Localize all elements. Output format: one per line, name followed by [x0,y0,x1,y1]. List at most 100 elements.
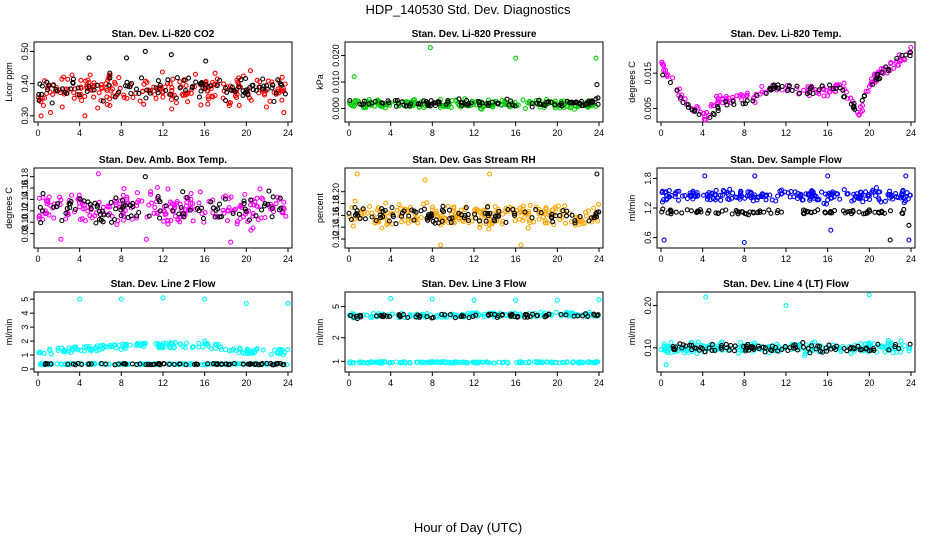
data-point [563,312,569,318]
data-point [465,212,471,218]
data-point [798,193,804,199]
data-point [668,350,674,356]
plot-frame [656,167,916,249]
x-tick-label: 8 [742,254,747,264]
data-point [719,342,725,349]
x-tick-label: 16 [200,378,210,388]
data-point [346,210,352,216]
data-point-outlier [906,222,912,228]
data-point [271,98,277,105]
data-point [278,360,284,367]
x-tick-label: 20 [864,254,874,264]
data-point [586,218,592,224]
data-point [373,218,379,224]
data-point [562,203,568,209]
data-point [674,188,680,195]
data-point [180,92,186,99]
data-point [364,312,370,318]
x-tick-label: 12 [781,254,791,264]
data-point [533,207,539,213]
data-point [891,65,897,71]
x-tick-label: 4 [700,378,705,388]
y-axis-label: kPa [315,74,325,90]
data-point [516,216,523,222]
data-point [529,104,535,110]
data-point [723,341,729,347]
data-point [268,351,274,358]
x-tick-label: 12 [781,128,791,138]
data-point [196,200,202,206]
data-point [904,190,910,196]
data-point [183,362,189,368]
data-point [165,218,171,224]
data-point [234,218,241,225]
data-point [98,343,104,349]
data-point [352,204,358,211]
x-tick-label: 12 [469,378,479,388]
data-point [192,84,198,90]
data-point [171,361,177,368]
data-point [163,203,169,209]
data-point [694,104,700,110]
data-point [522,314,528,320]
data-point-outlier [95,171,101,177]
data-point [830,189,836,195]
data-point [191,361,198,368]
data-point [476,99,482,105]
data-point [199,80,205,86]
data-point [270,82,276,88]
data-point [155,90,161,96]
data-point [230,346,237,352]
data-point [419,359,425,366]
data-point [799,197,805,203]
y-tick-label: 2 [20,339,30,344]
data-point [484,359,490,365]
data-point [473,312,479,318]
data-point [594,313,600,319]
data-point [531,359,537,365]
y-axis-label: degrees C [4,187,14,229]
data-point-outlier [285,300,291,306]
data-point [665,72,671,78]
data-point [75,360,81,366]
data-point [396,103,402,109]
data-point [793,86,799,92]
data-point [134,200,140,206]
data-point [660,206,666,212]
data-point [711,111,717,118]
data-point [91,94,97,100]
data-point [113,195,119,201]
data-point [430,315,436,321]
data-point [485,213,491,219]
y-tick-label: 1.2 [643,202,653,215]
data-point-outlier [518,242,524,248]
data-point [575,313,581,319]
data-point [116,89,122,95]
data-point [119,197,125,203]
data-point [138,342,144,348]
data-point-outlier [594,82,600,88]
data-point [451,205,457,211]
data-point [39,83,45,89]
data-point [282,349,288,355]
data-point [147,90,153,96]
data-point [113,206,119,212]
data-point [659,59,665,65]
data-point [684,196,690,202]
data-point [517,359,523,365]
data-point [170,208,176,214]
data-point [122,342,128,348]
data-point-outlier [594,171,600,177]
data-point [856,111,862,118]
data-point [212,214,218,220]
data-point [778,209,785,215]
data-point [746,347,752,353]
data-point [694,350,700,356]
data-point [659,209,665,215]
data-point [257,186,263,192]
data-point [93,220,99,226]
data-point [68,349,74,356]
data-point [830,85,836,92]
data-point [440,203,446,209]
